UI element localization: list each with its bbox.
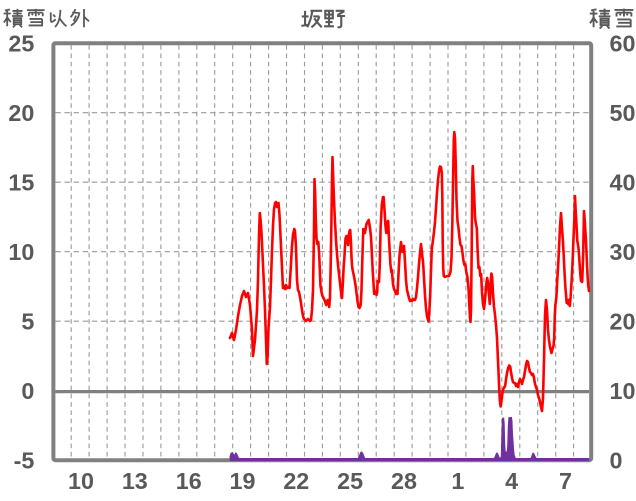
svg-text:20: 20 <box>610 308 636 334</box>
svg-text:13: 13 <box>122 468 148 494</box>
svg-text:25: 25 <box>337 468 363 494</box>
svg-text:4: 4 <box>505 468 518 494</box>
svg-text:10: 10 <box>8 239 34 265</box>
svg-text:7: 7 <box>559 468 572 494</box>
svg-text:10: 10 <box>610 378 636 404</box>
svg-text:1: 1 <box>451 468 464 494</box>
svg-text:25: 25 <box>8 30 34 56</box>
svg-text:5: 5 <box>21 308 34 334</box>
svg-text:16: 16 <box>176 468 202 494</box>
svg-text:30: 30 <box>610 239 636 265</box>
svg-text:22: 22 <box>283 468 309 494</box>
svg-text:60: 60 <box>610 30 636 56</box>
svg-text:10: 10 <box>68 468 94 494</box>
svg-text:20: 20 <box>8 100 34 126</box>
svg-text:50: 50 <box>610 100 636 126</box>
svg-text:-5: -5 <box>14 447 35 473</box>
svg-text:0: 0 <box>21 378 34 404</box>
svg-text:19: 19 <box>230 468 256 494</box>
svg-text:28: 28 <box>391 468 417 494</box>
svg-text:0: 0 <box>610 447 623 473</box>
svg-text:15: 15 <box>8 169 34 195</box>
svg-text:40: 40 <box>610 169 636 195</box>
